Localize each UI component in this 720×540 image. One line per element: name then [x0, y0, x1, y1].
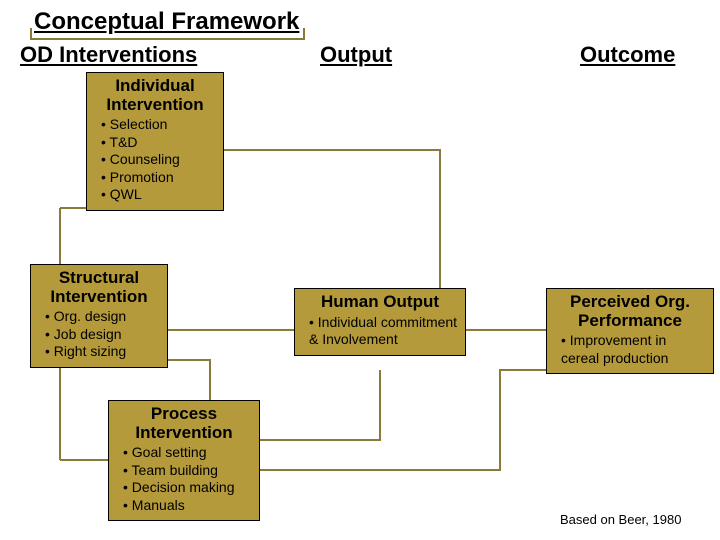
box-title: Perceived Org. Performance — [553, 293, 707, 330]
box-title: Human Output — [301, 293, 459, 312]
list-item: Decision making — [123, 479, 253, 497]
list-item: Job design — [45, 326, 161, 344]
box-title: Process Intervention — [115, 405, 253, 442]
title-bar: Conceptual Framework — [30, 6, 305, 40]
list-item: QWL — [101, 186, 217, 204]
list-item: T&D — [101, 134, 217, 152]
column-header-interventions: OD Interventions — [20, 42, 197, 68]
list-item: Org. design — [45, 308, 161, 326]
list-item: Right sizing — [45, 343, 161, 361]
column-header-output: Output — [320, 42, 392, 68]
list-item: Improvement in cereal production — [553, 332, 707, 367]
list-item: Individual commitment & Involvement — [309, 314, 459, 349]
list-item: Team building — [123, 462, 253, 480]
box-human-output: Human Output Individual commitment & Inv… — [294, 288, 466, 356]
box-process-intervention: Process Intervention Goal setting Team b… — [108, 400, 260, 521]
box-title: Structural Intervention — [37, 269, 161, 306]
box-title: Individual Intervention — [93, 77, 217, 114]
box-list: Selection T&D Counseling Promotion QWL — [93, 116, 217, 204]
box-list: Goal setting Team building Decision maki… — [115, 444, 253, 514]
citation-text: Based on Beer, 1980 — [560, 512, 681, 527]
box-individual-intervention: Individual Intervention Selection T&D Co… — [86, 72, 224, 211]
list-item: Selection — [101, 116, 217, 134]
list-item: Promotion — [101, 169, 217, 187]
box-perceived-org-performance: Perceived Org. Performance Improvement i… — [546, 288, 714, 374]
box-list: Individual commitment & Involvement — [301, 314, 459, 349]
list-item: Counseling — [101, 151, 217, 169]
column-header-outcome: Outcome — [580, 42, 675, 68]
page-title: Conceptual Framework — [34, 8, 299, 35]
list-item: Goal setting — [123, 444, 253, 462]
box-structural-intervention: Structural Intervention Org. design Job … — [30, 264, 168, 368]
list-item: Manuals — [123, 497, 253, 515]
box-list: Org. design Job design Right sizing — [37, 308, 161, 361]
